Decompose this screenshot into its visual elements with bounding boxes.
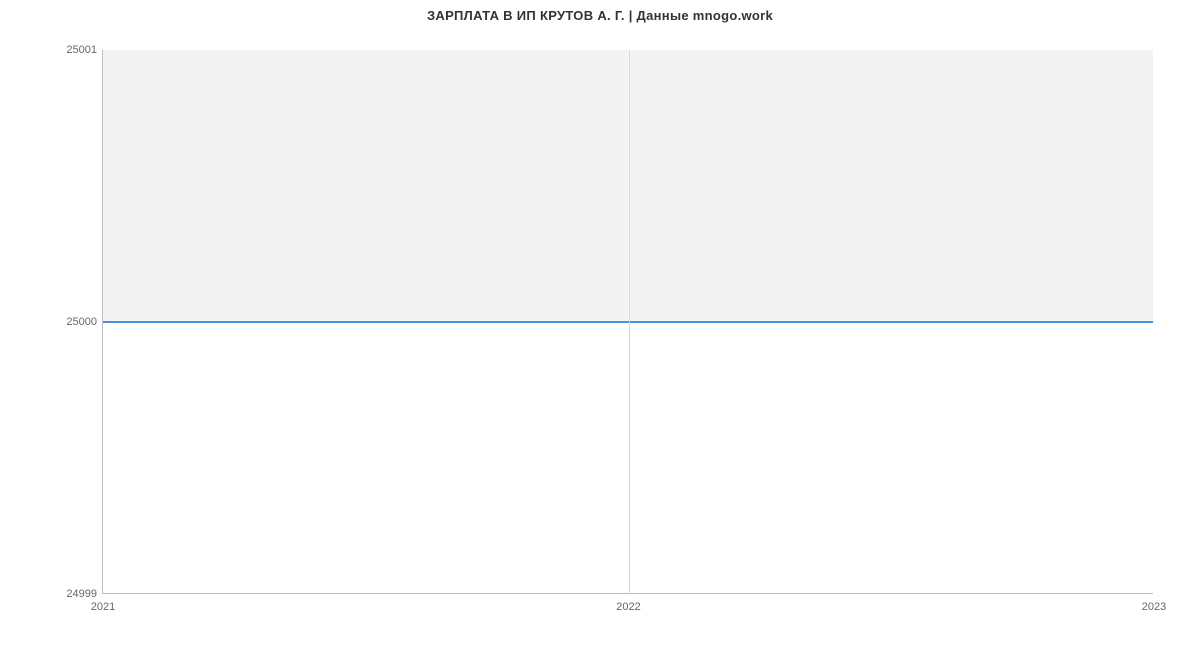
gridline-vertical (629, 50, 630, 593)
x-tick-label: 2022 (616, 601, 640, 613)
x-tick-label: 2023 (1142, 601, 1166, 613)
y-tick-label: 24999 (66, 588, 97, 600)
y-tick-label: 25001 (66, 44, 97, 56)
plot-area: 202120222023249992500025001 (102, 50, 1153, 594)
x-tick-label: 2021 (91, 601, 115, 613)
salary-chart: ЗАРПЛАТА В ИП КРУТОВ А. Г. | Данные mnog… (0, 0, 1200, 650)
y-tick-label: 25000 (66, 316, 97, 328)
chart-title: ЗАРПЛАТА В ИП КРУТОВ А. Г. | Данные mnog… (0, 8, 1200, 23)
